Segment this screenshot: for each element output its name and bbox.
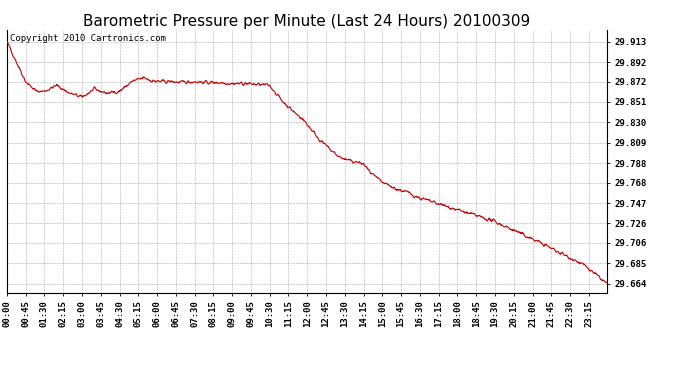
Title: Barometric Pressure per Minute (Last 24 Hours) 20100309: Barometric Pressure per Minute (Last 24 …: [83, 14, 531, 29]
Text: Copyright 2010 Cartronics.com: Copyright 2010 Cartronics.com: [10, 34, 166, 43]
